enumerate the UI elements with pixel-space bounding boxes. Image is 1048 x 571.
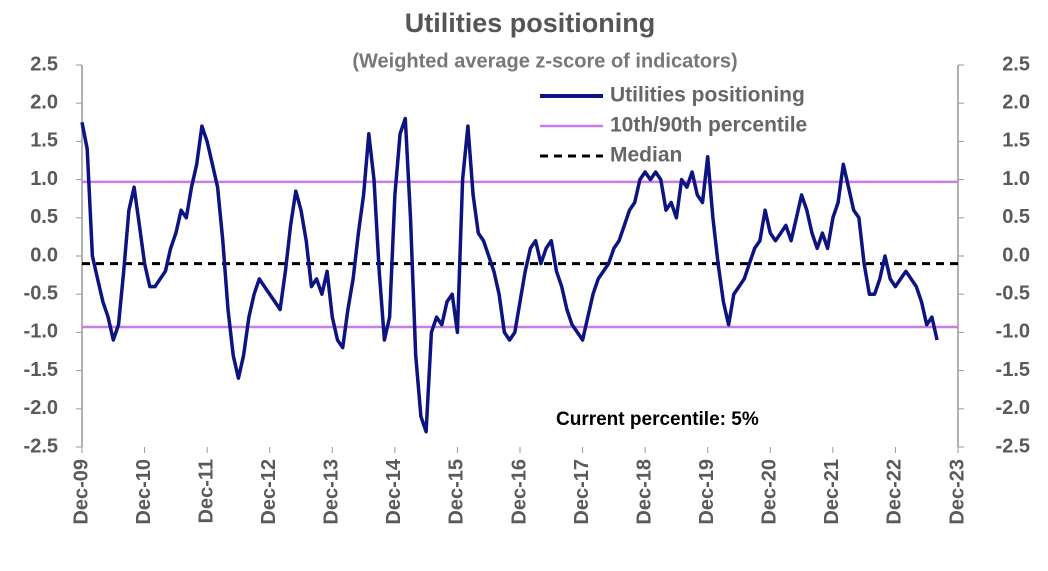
x-tick-label: Dec-12 xyxy=(258,459,280,525)
x-tick-label: Dec-18 xyxy=(633,459,655,525)
chart-subtitle: (Weighted average z-score of indicators) xyxy=(352,50,737,72)
y-tick-label: -2.0 xyxy=(24,397,58,419)
x-tick-label: Dec-21 xyxy=(821,459,843,525)
y-tick-label: -2.5 xyxy=(24,435,58,457)
y-tick-label: -1.5 xyxy=(24,359,58,381)
x-tick-label: Dec-11 xyxy=(195,459,217,524)
y2-tick-label: -0.5 xyxy=(996,282,1030,304)
x-tick-label: Dec-23 xyxy=(946,459,968,525)
chart-title: Utilities positioning xyxy=(405,8,656,38)
annotation: Current percentile: 5% xyxy=(556,409,759,430)
x-tick-label: Dec-13 xyxy=(321,459,343,525)
y-tick-label: -1.0 xyxy=(24,321,58,343)
series-line xyxy=(80,116,939,434)
y2-tick-label: 1.0 xyxy=(1002,168,1030,190)
x-tick-label: Dec-10 xyxy=(133,459,155,525)
y-tick-label: 0.5 xyxy=(30,206,58,228)
x-tick-label: Dec-22 xyxy=(884,459,906,525)
y2-tick-label: -2.5 xyxy=(996,435,1030,457)
y2-tick-label: 2.5 xyxy=(1002,53,1030,75)
y-tick-label: 0.0 xyxy=(30,244,58,266)
x-tick-label: Dec-15 xyxy=(446,459,468,525)
y-tick-label: 1.5 xyxy=(30,130,58,152)
x-tick-label: Dec-17 xyxy=(571,459,593,525)
y-tick-label: 1.0 xyxy=(30,168,58,190)
x-tick-label: Dec-16 xyxy=(508,459,530,525)
legend-label: Utilities positioning xyxy=(610,84,805,107)
x-tick-label: Dec-19 xyxy=(696,459,718,525)
y2-tick-label: -1.0 xyxy=(996,321,1030,343)
x-tick-label: Dec-20 xyxy=(759,459,781,525)
y2-tick-label: 1.5 xyxy=(1002,130,1030,152)
legend-label: Median xyxy=(610,144,682,167)
y2-tick-label: 2.0 xyxy=(1002,91,1030,113)
y-tick-label: 2.5 xyxy=(30,53,58,75)
x-tick-label: Dec-14 xyxy=(383,458,405,524)
legend-label: 10th/90th percentile xyxy=(610,114,807,137)
y-tick-label: 2.0 xyxy=(30,91,58,113)
y2-tick-label: -1.5 xyxy=(996,359,1030,381)
y2-tick-label: 0.0 xyxy=(1002,244,1030,266)
y-tick-label: -0.5 xyxy=(24,282,58,304)
y2-tick-label: 0.5 xyxy=(1002,206,1030,228)
x-tick-label: Dec-09 xyxy=(70,459,92,525)
y2-tick-label: -2.0 xyxy=(996,397,1030,419)
